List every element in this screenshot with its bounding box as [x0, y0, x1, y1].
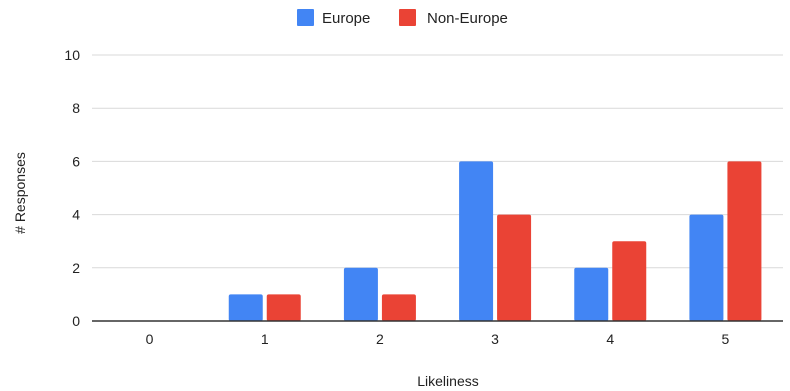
y-tick-label-8: 8 [72, 100, 80, 116]
y-axis-ticks: 0 2 4 6 8 10 [64, 47, 80, 329]
legend-label-europe: Europe [322, 10, 370, 27]
x-tick-label-1: 1 [261, 331, 269, 347]
x-tick-label-0: 0 [146, 331, 154, 347]
y-tick-label-4: 4 [72, 207, 80, 223]
bar-non-europe-1 [266, 294, 301, 321]
y-tick-label-0: 0 [72, 313, 80, 329]
x-tick-label-4: 4 [606, 331, 614, 347]
bar-europe-5 [689, 214, 724, 321]
legend-swatch-non-europe [399, 9, 416, 26]
bar-non-europe-4 [612, 241, 647, 321]
x-tick-label-3: 3 [491, 331, 499, 347]
legend-swatch-europe [297, 9, 314, 26]
bar-non-europe-2 [381, 294, 416, 321]
y-tick-label-10: 10 [64, 47, 80, 63]
x-tick-label-5: 5 [722, 331, 730, 347]
bar-europe-1 [228, 294, 263, 321]
bar-europe-4 [574, 267, 609, 321]
legend: Europe Non-Europe [297, 9, 508, 27]
y-tick-label-6: 6 [72, 153, 80, 169]
x-tick-label-2: 2 [376, 331, 384, 347]
bar-europe-3 [459, 161, 494, 321]
y-tick-label-2: 2 [72, 260, 80, 276]
gridlines [92, 54, 783, 269]
y-axis-title: # Responses [12, 152, 28, 234]
bar-non-europe-5 [727, 161, 762, 321]
x-axis-ticks: 0 1 2 3 4 5 [146, 331, 730, 347]
legend-label-non-europe: Non-Europe [427, 10, 508, 27]
bar-europe-2 [343, 267, 378, 321]
bars [228, 161, 762, 321]
bar-non-europe-3 [497, 214, 532, 321]
x-axis-title: Likeliness [417, 373, 478, 389]
